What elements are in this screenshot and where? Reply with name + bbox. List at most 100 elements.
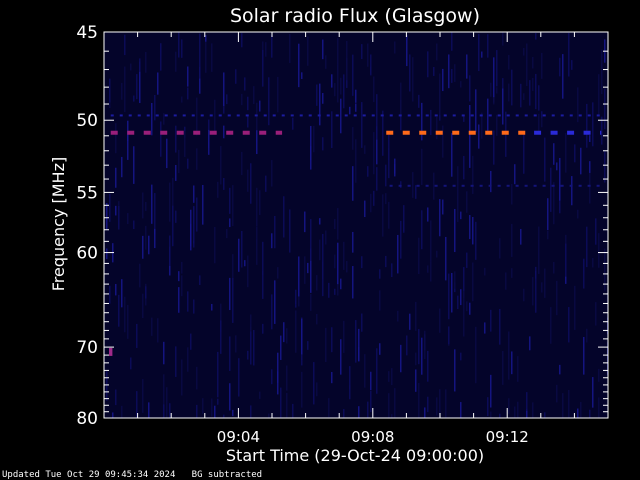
noise-streak	[442, 199, 444, 215]
noise-streak	[391, 368, 393, 386]
noise-streak	[409, 313, 411, 330]
noise-streak	[487, 34, 489, 58]
noise-streak	[286, 365, 288, 391]
noise-streak	[271, 160, 273, 187]
noise-streak	[259, 190, 261, 216]
noise-streak	[136, 391, 138, 418]
bg-subtracted-note: BG subtracted	[191, 470, 263, 480]
noise-streak	[391, 263, 393, 278]
noise-streak	[187, 158, 189, 169]
noise-streak	[364, 354, 366, 388]
noise-streak	[235, 335, 237, 353]
faint-band-segment	[416, 184, 420, 187]
faint-band-segment	[128, 114, 132, 117]
interference-band-segment	[209, 130, 217, 135]
noise-streak	[601, 116, 603, 145]
interference-band-segment	[160, 130, 168, 135]
noise-streak	[478, 124, 480, 149]
noise-streak	[454, 349, 456, 392]
noise-streak	[241, 230, 243, 268]
noise-streak	[220, 303, 222, 332]
noise-streak	[532, 406, 534, 418]
interference-band-segment	[452, 130, 460, 135]
noise-streak	[568, 307, 570, 343]
noise-streak	[370, 54, 372, 76]
noise-streak	[436, 116, 438, 140]
noise-streak	[478, 34, 480, 72]
noise-streak	[286, 328, 288, 344]
noise-streak	[187, 291, 189, 312]
noise-streak	[499, 308, 501, 345]
noise-streak	[160, 121, 162, 157]
noise-streak	[436, 250, 438, 258]
noise-streak	[301, 72, 303, 79]
noise-streak	[454, 64, 456, 82]
noise-streak	[535, 73, 537, 110]
faint-band-segment	[326, 114, 330, 117]
noise-streak	[130, 357, 132, 370]
noise-streak	[427, 51, 429, 78]
noise-streak	[325, 55, 327, 69]
noise-streak	[247, 96, 249, 111]
noise-streak	[289, 33, 291, 64]
interference-band-segment	[143, 130, 151, 135]
faint-band-segment	[578, 114, 582, 117]
noise-streak	[526, 408, 528, 418]
faint-band-segment	[380, 114, 384, 117]
noise-streak	[106, 248, 108, 260]
faint-band-segment	[218, 114, 222, 117]
noise-streak	[355, 320, 357, 363]
noise-streak	[535, 266, 537, 313]
noise-streak	[490, 374, 492, 408]
noise-streak	[559, 157, 561, 201]
noise-streak	[439, 199, 441, 237]
faint-band-segment	[137, 114, 141, 117]
noise-streak	[319, 83, 321, 126]
noise-streak	[439, 308, 441, 333]
noise-streak	[406, 34, 408, 67]
faint-band-segment	[461, 114, 465, 117]
plot-frame	[103, 31, 609, 419]
noise-streak	[397, 310, 399, 322]
noise-streak	[148, 235, 150, 255]
noise-streak	[463, 290, 465, 337]
faint-band-segment	[470, 184, 474, 187]
noise-streak	[145, 51, 147, 73]
noise-streak	[163, 113, 165, 125]
faint-band-segment	[542, 114, 546, 117]
noise-streak	[169, 235, 171, 266]
noise-streak	[352, 266, 354, 299]
noise-streak	[586, 103, 588, 148]
noise-streak	[130, 63, 132, 71]
noise-streak	[223, 414, 225, 418]
noise-streak	[355, 89, 357, 103]
faint-band-segment	[596, 114, 600, 117]
noise-streak	[559, 57, 561, 77]
noise-streak	[109, 291, 111, 304]
noise-streak	[121, 156, 123, 178]
noise-streak	[370, 193, 372, 213]
noise-streak	[466, 252, 468, 268]
faint-band-segment	[182, 114, 186, 117]
noise-streak	[376, 126, 378, 165]
noise-streak	[289, 209, 291, 253]
faint-band-segment	[272, 114, 276, 117]
noise-streak	[454, 271, 456, 289]
noise-streak	[529, 80, 531, 106]
noise-streak	[121, 405, 123, 418]
noise-streak	[394, 158, 396, 174]
noise-streak	[415, 369, 417, 392]
noise-streak	[349, 366, 351, 390]
noise-streak	[169, 403, 171, 418]
noise-streak	[277, 352, 279, 383]
noise-streak	[163, 341, 165, 365]
noise-streak	[463, 267, 465, 298]
noise-streak	[412, 172, 414, 198]
faint-band-segment	[596, 184, 600, 187]
noise-streak	[277, 76, 279, 113]
noise-streak	[376, 167, 378, 191]
noise-streak	[475, 344, 477, 384]
noise-streak	[196, 366, 198, 390]
noise-streak	[151, 184, 153, 224]
noise-streak	[244, 77, 246, 91]
